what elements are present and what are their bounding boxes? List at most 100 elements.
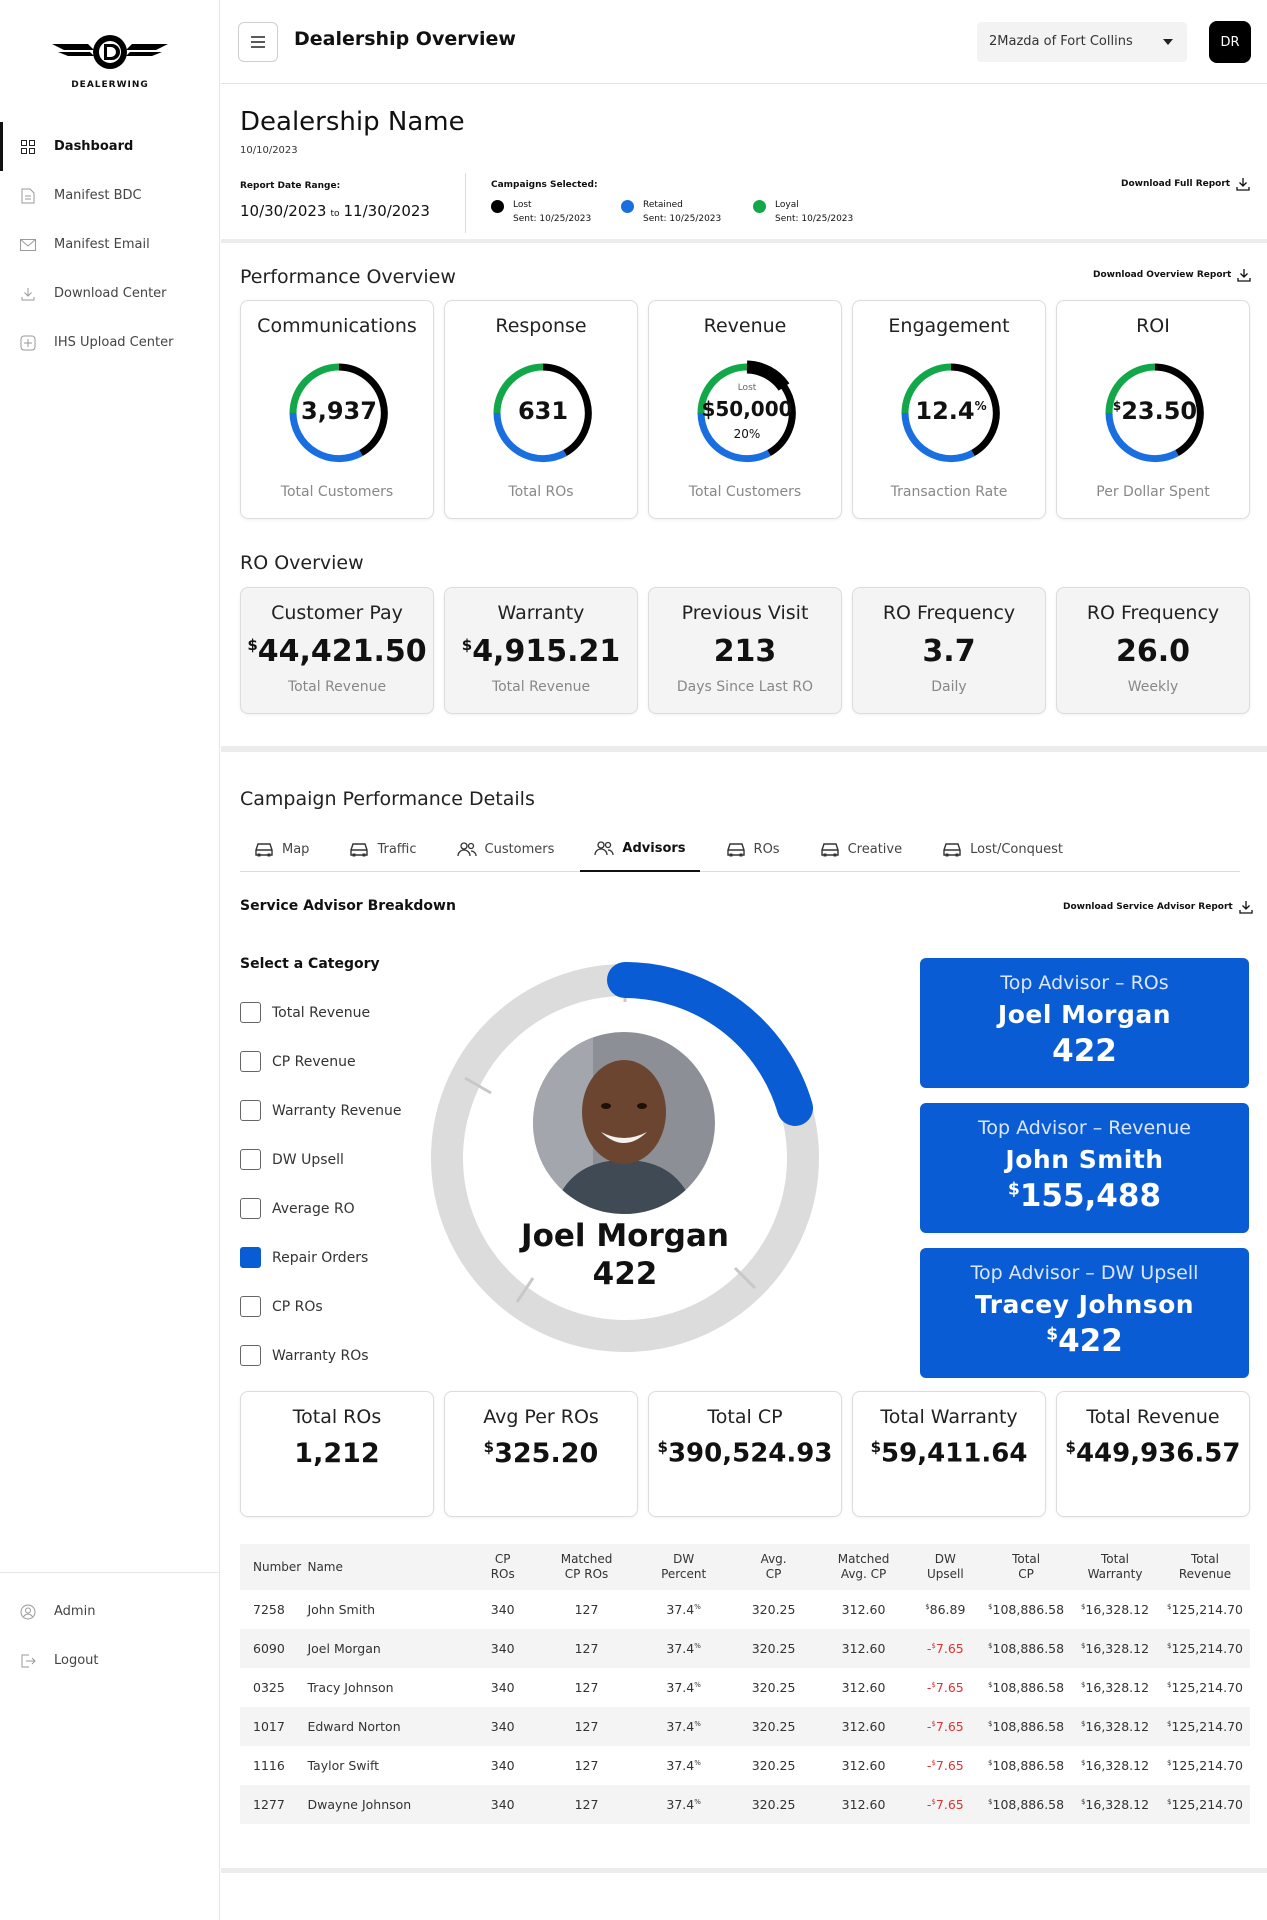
- campaign-sent: Sent: 10/25/2023: [775, 214, 854, 224]
- tab-advisors[interactable]: Advisors: [580, 826, 700, 872]
- gauge-ring: [901, 363, 1000, 463]
- dealerwing-logo[interactable]: DEALERWING: [50, 32, 170, 92]
- ro-subtitle: Days Since Last RO: [676, 679, 814, 695]
- tab-lost-conquest[interactable]: Lost/Conquest: [928, 826, 1077, 872]
- table-cell: $108,886.58: [988, 1602, 1065, 1617]
- campaign-name: Lost: [513, 200, 532, 210]
- column-header[interactable]: Matched CP ROs: [534, 1544, 639, 1590]
- column-header[interactable]: Total Revenue: [1159, 1544, 1250, 1590]
- column-header[interactable]: Name: [307, 1544, 472, 1590]
- table-cell: $108,886.58: [988, 1680, 1065, 1695]
- ro-card-customer-pay[interactable]: Customer Pay $44,421.50 Total Revenue: [240, 587, 434, 714]
- gauge: 631: [485, 355, 601, 471]
- top-advisor-label: Top Advisor – ROs: [1000, 972, 1169, 994]
- tab-creative[interactable]: Creative: [806, 826, 917, 872]
- table-row[interactable]: 7258 John Smith 340 127 37.4% 320.25 312.60 $86…: [240, 1590, 1250, 1629]
- service-advisor-breakdown-title: Service Advisor Breakdown: [240, 898, 456, 914]
- column-header[interactable]: Total CP: [982, 1544, 1071, 1590]
- category-dw-upsell[interactable]: DW Upsell: [240, 1149, 344, 1170]
- checkbox[interactable]: [240, 1345, 261, 1366]
- dealership-date: 10/10/2023: [240, 145, 298, 156]
- sidebar-item-download-center[interactable]: Download Center: [0, 269, 219, 318]
- checkbox[interactable]: [240, 1296, 261, 1317]
- top-advisor-revenue-card[interactable]: Top Advisor – Revenue John Smith $155,48…: [920, 1103, 1249, 1233]
- download-full-report-link[interactable]: Download Full Report: [1121, 177, 1250, 191]
- column-header[interactable]: CP ROs: [471, 1544, 535, 1590]
- sidebar-item-manifest-bdc[interactable]: Manifest BDC: [0, 171, 219, 220]
- dealer-select[interactable]: 2Mazda of Fort Collins: [977, 22, 1187, 62]
- report-range-value[interactable]: 10/30/2023 to 11/30/2023: [240, 202, 430, 220]
- table-row[interactable]: 1277 Dwayne Johnson 340 127 37.4% 320.25 312.6…: [240, 1785, 1250, 1824]
- total-title: Total ROs: [292, 1406, 382, 1428]
- kpi-card-revenue[interactable]: Revenue Lost $50,000 20% Total Customers: [648, 300, 842, 519]
- total-card-ros[interactable]: Total ROs 1,212: [240, 1391, 434, 1517]
- kpi-card-roi[interactable]: ROI $23.50 Per Dollar Spent: [1056, 300, 1250, 519]
- download-overview-report-link[interactable]: Download Overview Report: [1093, 268, 1251, 282]
- tab-customers[interactable]: Customers: [443, 826, 569, 872]
- total-card-revenue[interactable]: Total Revenue $449,936.57: [1056, 1391, 1250, 1517]
- gauge: 12.4%: [893, 355, 1009, 471]
- table-cell: $125,214.70: [1159, 1629, 1250, 1668]
- checkbox[interactable]: [240, 1100, 261, 1121]
- kpi-card-response[interactable]: Response 631 Total ROs: [444, 300, 638, 519]
- campaign-name: Loyal: [775, 200, 799, 210]
- sidebar-item-logout[interactable]: Logout: [0, 1636, 219, 1685]
- total-card-avg-per-ros[interactable]: Avg Per ROs $325.20: [444, 1391, 638, 1517]
- total-card-warranty[interactable]: Total Warranty $59,411.64: [852, 1391, 1046, 1517]
- category-average-ro[interactable]: Average RO: [240, 1198, 355, 1219]
- total-card-cp[interactable]: Total CP $390,524.93: [648, 1391, 842, 1517]
- column-header[interactable]: DW Percent: [638, 1544, 729, 1590]
- category-warranty-ros[interactable]: Warranty ROs: [240, 1345, 369, 1366]
- column-header[interactable]: Total Warranty: [1070, 1544, 1160, 1590]
- kpi-title: Communications: [257, 315, 417, 337]
- column-header[interactable]: Number: [240, 1544, 308, 1590]
- table-row[interactable]: 0325 Tracy Johnson 340 127 37.4% 320.25 312.60…: [240, 1668, 1250, 1707]
- checkbox[interactable]: [240, 1051, 261, 1072]
- top-advisor-ros-card[interactable]: Top Advisor – ROs Joel Morgan 422: [920, 958, 1249, 1088]
- column-header[interactable]: Avg. CP: [728, 1544, 819, 1590]
- checkbox[interactable]: [240, 1002, 261, 1023]
- category-cp-ros[interactable]: CP ROs: [240, 1296, 323, 1317]
- table-row[interactable]: 1116 Taylor Swift 340 127 37.4% 320.25 312.60 -…: [240, 1746, 1250, 1785]
- top-advisor-value: $155,488: [1007, 1178, 1162, 1214]
- sidebar-item-ihs-upload-center[interactable]: IHS Upload Center: [0, 318, 219, 367]
- table-cell: Taylor Swift: [307, 1758, 380, 1773]
- campaigns-label: Campaigns Selected:: [491, 180, 598, 190]
- sidebar-item-manifest-email[interactable]: Manifest Email: [0, 220, 219, 269]
- category-total-revenue[interactable]: Total Revenue: [240, 1002, 370, 1023]
- kpi-card-communications[interactable]: Communications 3,937 Total Customers: [240, 300, 434, 519]
- top-advisor-dw-upsell-card[interactable]: Top Advisor – DW Upsell Tracey Johnson $…: [920, 1248, 1249, 1378]
- ro-card-warranty[interactable]: Warranty $4,915.21 Total Revenue: [444, 587, 638, 714]
- column-header[interactable]: Matched Avg. CP: [818, 1544, 909, 1590]
- campaign-details-title: Campaign Performance Details: [240, 788, 535, 810]
- kpi-value: 12.4%: [915, 397, 987, 425]
- range-to-word: to: [330, 209, 340, 219]
- sidebar-item-admin[interactable]: Admin: [0, 1587, 219, 1636]
- download-advisor-report-link[interactable]: Download Service Advisor Report: [1063, 900, 1253, 914]
- kpi-card-engagement[interactable]: Engagement 12.4% Transaction Rate: [852, 300, 1046, 519]
- range-from: 10/30/2023: [240, 202, 327, 220]
- menu-button[interactable]: [238, 22, 278, 62]
- advisor-photo: [533, 1032, 715, 1214]
- table-row[interactable]: 1017 Edward Norton 340 127 37.4% 320.25 312.60…: [240, 1707, 1250, 1746]
- category-warranty-revenue[interactable]: Warranty Revenue: [240, 1100, 401, 1121]
- checkbox-checked[interactable]: [240, 1247, 261, 1268]
- checkbox[interactable]: [240, 1149, 261, 1170]
- download-icon: [20, 286, 36, 302]
- kpi-title: ROI: [1136, 315, 1170, 337]
- column-header[interactable]: DW Upsell: [908, 1544, 983, 1590]
- category-repair-orders[interactable]: Repair Orders: [240, 1247, 368, 1268]
- tab-ros[interactable]: ROs: [712, 826, 794, 872]
- ro-card-frequency-weekly[interactable]: RO Frequency 26.0 Weekly: [1056, 587, 1250, 714]
- table-cell: 312.60: [841, 1602, 886, 1617]
- tab-traffic[interactable]: Traffic: [335, 826, 430, 872]
- checkbox[interactable]: [240, 1198, 261, 1219]
- ro-card-previous-visit[interactable]: Previous Visit 213 Days Since Last RO: [648, 587, 842, 714]
- tab-map[interactable]: Map: [240, 826, 323, 872]
- table-row[interactable]: 6090 Joel Morgan 340 127 37.4% 320.25 312.60 -$…: [240, 1629, 1250, 1668]
- category-cp-revenue[interactable]: CP Revenue: [240, 1051, 356, 1072]
- user-avatar[interactable]: DR: [1209, 21, 1251, 63]
- table-cell: 37.4%: [638, 1629, 729, 1668]
- sidebar-item-dashboard[interactable]: Dashboard: [0, 122, 219, 171]
- ro-card-frequency-daily[interactable]: RO Frequency 3.7 Daily: [852, 587, 1046, 714]
